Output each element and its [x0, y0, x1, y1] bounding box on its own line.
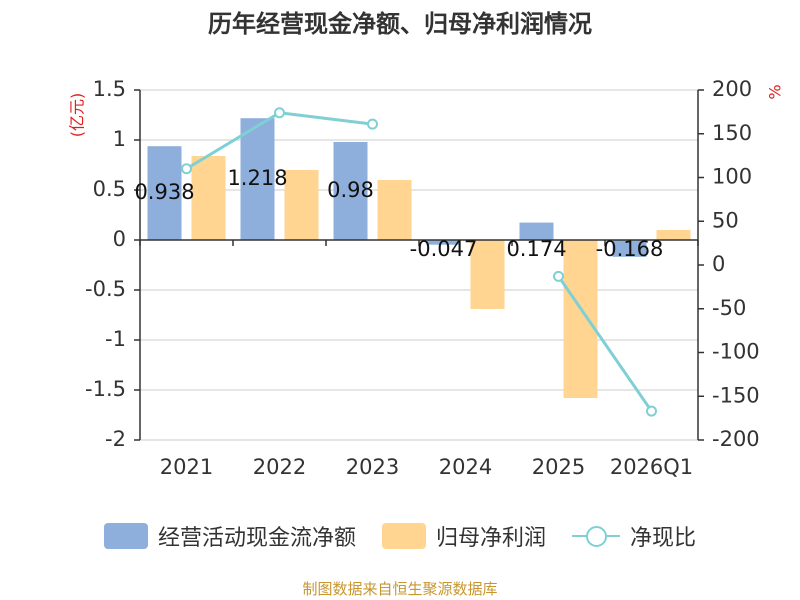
right-tick-label: 150 — [712, 121, 752, 145]
data-labels: 0.938 1.218 0.98 -0.047 0.174 -0.168 — [134, 166, 663, 261]
right-tick-label: -150 — [712, 383, 760, 407]
bar-net-profit — [191, 156, 226, 240]
legend: 经营活动现金流净额 归母净利润 净现比 — [0, 516, 800, 556]
legend-item-cash-ratio[interactable]: 净现比 — [572, 520, 696, 552]
legend-swatch-cash-ratio — [572, 523, 620, 549]
ratio-point — [181, 163, 192, 175]
x-tick-label: 2024 — [439, 455, 492, 479]
left-tick-label: -1.5 — [85, 377, 126, 401]
right-axis-unit-label: % — [766, 84, 785, 99]
ratio-point — [553, 270, 564, 282]
bar-data-label: -0.168 — [596, 237, 664, 261]
x-tick-label: 2021 — [160, 455, 213, 479]
ratio-point — [274, 107, 285, 119]
bar-net-profit — [377, 180, 412, 240]
bar-data-label: 0.98 — [327, 178, 374, 202]
x-tick-label: 2026Q1 — [610, 455, 693, 479]
bar-cashflow — [240, 118, 275, 240]
bars — [147, 118, 691, 398]
left-tick-label: -0.5 — [85, 277, 126, 301]
bar-data-label: 1.218 — [227, 166, 287, 190]
legend-item-cashflow[interactable]: 经营活动现金流净额 — [103, 520, 356, 552]
axes — [134, 89, 704, 441]
x-tick-label: 2022 — [253, 455, 306, 479]
right-tick-label: 100 — [712, 165, 752, 189]
right-tick-label: -100 — [712, 340, 760, 364]
x-tick-label: 2025 — [532, 455, 585, 479]
right-tick-label: -50 — [712, 296, 746, 320]
left-tick-label: 0.5 — [93, 177, 126, 201]
legend-label-net-profit: 归母净利润 — [435, 526, 546, 551]
gridlines — [140, 89, 698, 441]
source-note: 制图数据来自恒生聚源数据库 — [302, 580, 498, 598]
bar-cashflow — [147, 146, 182, 240]
bar-data-label: 0.938 — [134, 180, 194, 204]
bar-net-profit — [284, 170, 319, 240]
bar-data-label: -0.047 — [410, 237, 478, 261]
left-tick-label: 0 — [113, 227, 126, 251]
right-tick-label: 50 — [712, 208, 739, 232]
bar-cashflow — [333, 142, 368, 240]
left-tick-label: -1 — [105, 327, 126, 351]
ratio-point — [367, 118, 378, 130]
legend-item-net-profit[interactable]: 归母净利润 — [381, 520, 546, 552]
legend-label-cash-ratio: 净现比 — [630, 526, 697, 551]
right-tick-label: 200 — [712, 77, 752, 101]
bar-net-profit — [470, 240, 505, 309]
legend-swatch-cashflow — [103, 523, 148, 549]
bar-cashflow — [612, 240, 647, 257]
left-tick-label: 1.5 — [93, 77, 126, 101]
x-tick-label: 2023 — [346, 455, 399, 479]
tick-labels: 1.5 1 0.5 0 -0.5 -1 -1.5 -2 200 150 100 50 0 -50 -100 -… — [68, 77, 785, 479]
bar-net-profit — [563, 240, 598, 398]
left-axis-unit-label: (亿元) — [68, 93, 87, 138]
left-tick-label: -2 — [105, 427, 126, 451]
bar-net-profit — [656, 230, 691, 240]
ratio-line-segment — [185, 111, 281, 171]
ratio-line-segment — [557, 275, 653, 412]
bar-cashflow — [426, 240, 461, 245]
right-tick-label: -200 — [712, 427, 760, 451]
bar-cashflow — [519, 222, 554, 240]
ratio-point — [646, 405, 657, 417]
ratio-line-segment — [279, 111, 373, 126]
bar-data-label: 0.174 — [506, 237, 566, 261]
left-tick-label: 1 — [113, 127, 126, 151]
chart-title: 历年经营现金净额、归母净利润情况 — [208, 10, 592, 38]
ratio-line — [181, 107, 657, 417]
right-tick-label: 0 — [712, 252, 725, 276]
legend-swatch-net-profit — [381, 523, 426, 549]
legend-label-cashflow: 经营活动现金流净额 — [157, 526, 356, 551]
